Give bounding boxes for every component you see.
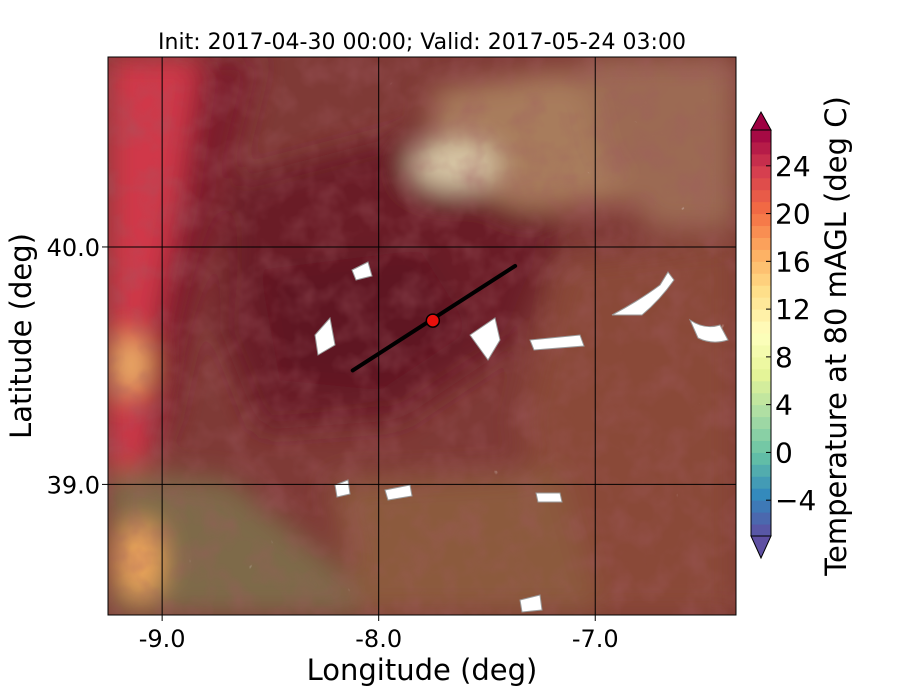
colorbar-segment — [751, 368, 771, 382]
colorbar-segment — [751, 512, 771, 525]
colorbar-segment — [751, 524, 771, 537]
colorbar-segment — [751, 165, 771, 179]
colorbar-segment — [751, 225, 771, 238]
colorbar-segment — [751, 500, 771, 513]
colorbar-segment — [751, 404, 771, 418]
colorbar-ticks: −4 0 4 8 12 16 20 24 — [766, 150, 816, 517]
chart-title: Init: 2017-04-30 00:00; Valid: 2017-05-2… — [158, 30, 686, 55]
colorbar-segment — [751, 476, 771, 489]
x-axis-ticks: -9.0 -8.0 -7.0 — [139, 615, 619, 653]
colorbar-segment — [751, 344, 771, 358]
colorbar-segment — [751, 333, 771, 346]
x-tick-label: -7.0 — [572, 625, 619, 653]
colorbar-segment — [751, 130, 771, 143]
y-axis-label: Latitude (deg) — [4, 233, 38, 439]
colorbar-segment — [751, 488, 771, 501]
location-marker — [425, 313, 441, 328]
y-tick-label: 39.0 — [47, 471, 100, 499]
colorbar-segment — [751, 356, 771, 370]
colorbar-tick-label: 24 — [775, 150, 811, 183]
x-tick-label: -9.0 — [139, 625, 186, 653]
colorbar — [750, 110, 772, 560]
colorbar-segment — [751, 321, 771, 334]
colorbar-tick-label: 12 — [775, 293, 811, 326]
colorbar-segment — [751, 392, 771, 406]
colorbar-segment — [751, 141, 771, 155]
colorbar-segment — [751, 177, 771, 191]
colorbar-segment — [751, 416, 771, 430]
colorbar-segment — [751, 428, 771, 441]
colorbar-segment — [751, 309, 771, 322]
colorbar-segment — [751, 285, 771, 298]
y-tick-label: 40.0 — [47, 234, 100, 262]
colorbar-segment — [751, 261, 771, 274]
temperature-field — [108, 57, 736, 615]
colorbar-segment — [751, 380, 771, 394]
x-tick-label: -8.0 — [355, 625, 402, 653]
colorbar-label: Temperature at 80 mAGL (deg C) — [819, 96, 853, 577]
colorbar-segment — [751, 189, 771, 203]
colorbar-segment — [751, 237, 771, 250]
colorbar-segment — [751, 249, 771, 262]
colorbar-segment — [751, 297, 771, 310]
x-axis-label: Longitude (deg) — [307, 653, 538, 687]
colorbar-segment — [751, 464, 771, 477]
colorbar-segment — [751, 273, 771, 286]
colorbar-segment — [751, 201, 771, 215]
colorbar-tick-label: −4 — [775, 484, 816, 517]
colorbar-extend-max — [750, 110, 772, 131]
colorbar-tick-label: 16 — [775, 245, 811, 278]
colorbar-extend-min — [750, 535, 772, 560]
colorbar-frame — [750, 129, 772, 537]
colorbar-tick-label: 4 — [775, 389, 793, 422]
colorbar-tick-label: 8 — [775, 341, 793, 374]
colorbar-segment — [751, 440, 771, 453]
colorbar-tick-label: 0 — [775, 436, 793, 469]
colorbar-segment — [751, 452, 771, 465]
grid-lines — [108, 57, 736, 615]
colorbar-segment — [751, 153, 771, 167]
colorbar-segment — [751, 213, 771, 227]
plot-frame — [107, 56, 737, 616]
colorbar-tick-label: 20 — [775, 198, 811, 231]
y-axis-ticks: 39.0 40.0 — [47, 234, 108, 499]
